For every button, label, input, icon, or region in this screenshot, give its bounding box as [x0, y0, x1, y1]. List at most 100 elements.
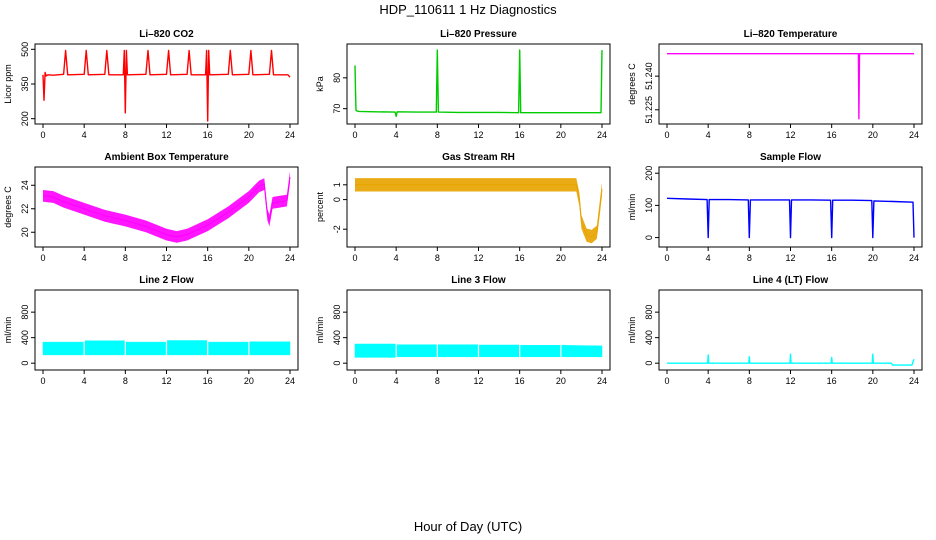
x-tick-label: 4: [706, 130, 711, 140]
y-tick-label: 51.240: [644, 62, 654, 90]
panel-4: Gas Stream RH percent 0 4 8 12 16 20 24 -2 0 1: [315, 152, 611, 263]
plot-area: [42, 49, 291, 122]
series-line: [354, 49, 603, 118]
panel-title: Li–820 Temperature: [744, 29, 838, 40]
panel-5: Sample Flow ml/min 0 4 8 12 16 20 24 0 100 200: [627, 152, 923, 263]
x-tick-label: 16: [203, 376, 213, 386]
y-tick-label: 800: [332, 305, 342, 320]
x-tick-label: 12: [473, 253, 483, 263]
y-tick-label: -2: [332, 225, 342, 233]
y-tick-label: 20: [20, 227, 30, 237]
y-axis-label: Licor ppm: [3, 64, 13, 104]
y-axis-label: ml/min: [3, 317, 13, 344]
x-tick-label: 20: [244, 376, 254, 386]
panel-3: Ambient Box Temperature degrees C 0 4 8 12 16 2…: [3, 152, 299, 263]
x-tick-label: 8: [123, 376, 128, 386]
y-tick-label: 800: [644, 305, 654, 320]
x-tick-label: 4: [82, 253, 87, 263]
y-axis-label: ml/min: [627, 317, 637, 344]
plot-frame: [658, 43, 923, 125]
panel-1: Li–820 Pressure kPa 0 4 8 12 16 20 24 70 80: [315, 29, 611, 140]
x-tick-label: 16: [515, 130, 525, 140]
panel-0: Li–820 CO2 Licor ppm 0 4 8 12 16 20 24 200 350 500: [3, 29, 299, 140]
y-tick-label: 70: [332, 104, 342, 114]
plot-area: [354, 49, 603, 118]
series-line: [42, 176, 291, 238]
panel-title: Line 3 Flow: [451, 275, 506, 286]
plot-area: [667, 53, 914, 120]
x-tick-label: 4: [394, 130, 399, 140]
panel-title: Sample Flow: [760, 152, 821, 163]
x-tick-label: 12: [161, 376, 171, 386]
x-tick-label: 16: [827, 130, 837, 140]
plot-area: [666, 197, 915, 239]
x-tick-label: 8: [435, 253, 440, 263]
series-line: [667, 53, 914, 120]
x-tick-label: 0: [664, 130, 669, 140]
x-tick-label: 4: [394, 376, 399, 386]
x-tick-label: 8: [123, 130, 128, 140]
x-tick-label: 20: [868, 253, 878, 263]
x-tick-label: 16: [827, 253, 837, 263]
series-band: [43, 171, 290, 243]
x-tick-label: 8: [747, 253, 752, 263]
x-tick-label: 12: [785, 376, 795, 386]
x-tick-label: 16: [515, 253, 525, 263]
x-tick-label: 16: [827, 376, 837, 386]
y-tick-label: 0: [332, 361, 342, 366]
y-tick-label: 800: [20, 305, 30, 320]
panel-title: Line 2 Flow: [139, 275, 194, 286]
y-tick-label: 0: [644, 361, 654, 366]
y-tick-label: 400: [332, 330, 342, 345]
x-tick-label: 16: [203, 130, 213, 140]
series-line: [42, 49, 291, 122]
x-tick-label: 12: [473, 376, 483, 386]
panel-title: Gas Stream RH: [442, 152, 515, 163]
x-tick-label: 24: [285, 253, 295, 263]
x-tick-label: 20: [556, 130, 566, 140]
y-tick-label: 200: [644, 166, 654, 181]
figure-title: HDP_110611 1 Hz Diagnostics: [379, 2, 557, 17]
x-tick-label: 24: [597, 376, 607, 386]
panel-title: Li–820 Pressure: [440, 29, 517, 40]
x-tick-label: 20: [244, 253, 254, 263]
x-tick-label: 0: [352, 253, 357, 263]
y-tick-label: 51.225: [644, 96, 654, 124]
panel-6: Line 2 Flow ml/min 0 4 8 12 16 20 24 0 400 800: [3, 275, 299, 386]
x-tick-label: 24: [909, 376, 919, 386]
panel-7: Line 3 Flow ml/min 0 4 8 12 16 20 24 0 400 800: [315, 275, 611, 386]
x-tick-label: 4: [706, 253, 711, 263]
plot-area: [42, 170, 291, 244]
x-tick-label: 24: [909, 130, 919, 140]
y-tick-label: 22: [20, 204, 30, 214]
x-tick-label: 20: [868, 376, 878, 386]
y-tick-label: 24: [20, 180, 30, 190]
panel-title: Ambient Box Temperature: [104, 152, 229, 163]
x-tick-label: 24: [597, 130, 607, 140]
x-tick-label: 4: [82, 130, 87, 140]
x-tick-label: 24: [909, 253, 919, 263]
y-tick-label: 0: [332, 197, 342, 202]
x-tick-label: 8: [435, 376, 440, 386]
x-tick-label: 20: [244, 130, 254, 140]
panel-8: Line 4 (LT) Flow ml/min 0 4 8 12 16 20 24 0 400 800: [627, 275, 923, 386]
y-tick-label: 100: [644, 198, 654, 213]
x-tick-label: 24: [285, 130, 295, 140]
x-tick-label: 8: [435, 130, 440, 140]
y-tick-label: 350: [20, 76, 30, 91]
plot-area: [354, 170, 603, 244]
x-tick-label: 12: [785, 253, 795, 263]
y-tick-label: 400: [644, 330, 654, 345]
y-tick-label: 0: [644, 235, 654, 240]
y-axis-label: percent: [315, 191, 325, 222]
x-tick-label: 8: [747, 130, 752, 140]
x-tick-label: 0: [352, 130, 357, 140]
x-tick-label: 8: [747, 376, 752, 386]
x-tick-label: 0: [664, 376, 669, 386]
y-tick-label: 500: [20, 42, 30, 57]
plot-frame: [34, 43, 299, 125]
x-tick-label: 12: [161, 130, 171, 140]
x-tick-label: 4: [394, 253, 399, 263]
x-tick-label: 16: [515, 376, 525, 386]
